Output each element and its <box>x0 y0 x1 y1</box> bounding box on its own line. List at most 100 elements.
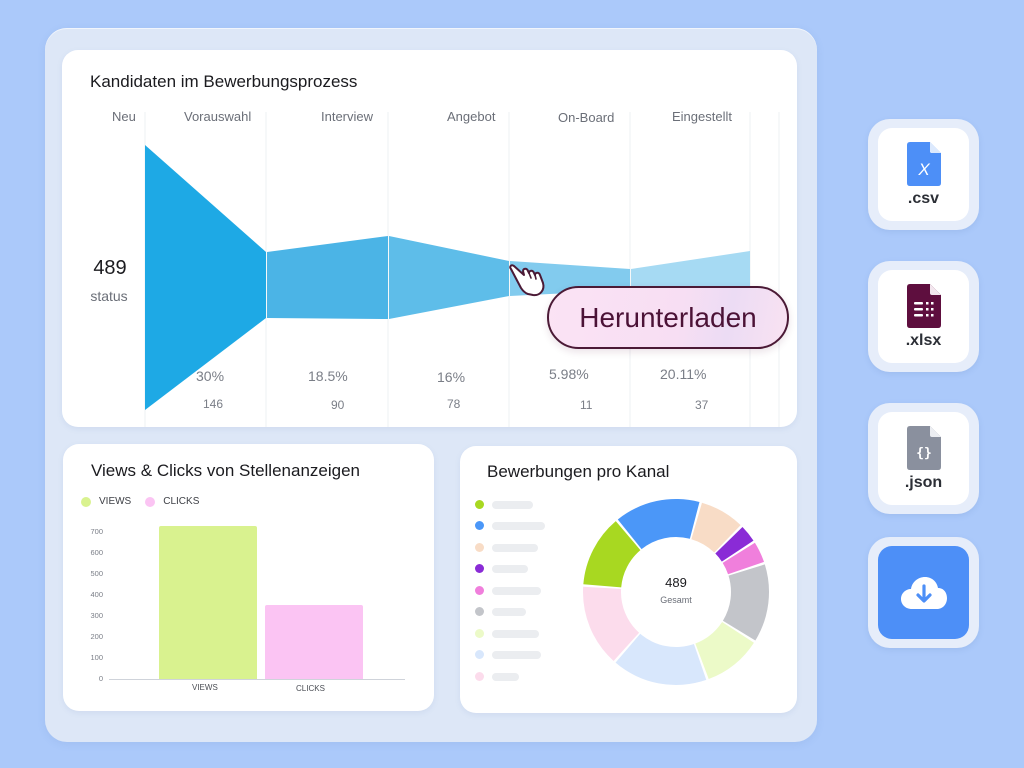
legend-dot-icon <box>475 500 484 509</box>
legend-dot-icon <box>475 521 484 530</box>
legend-dot-icon <box>475 650 484 659</box>
channels-title: Bewerbungen pro Kanal <box>487 462 670 481</box>
ytick: 500 <box>90 569 103 578</box>
channel-legend-item[interactable] <box>475 586 541 595</box>
legend-dot-icon <box>475 672 484 681</box>
clicks-dot-icon <box>145 496 156 507</box>
legend-dot-icon <box>475 564 484 573</box>
stage-percent-angebot: 16% <box>437 369 466 385</box>
channels-card: Bewerbungen pro Kanal 489 Gesamt <box>460 446 797 713</box>
legend-label-placeholder <box>492 500 533 509</box>
donut-chart <box>583 499 769 685</box>
ytick: 100 <box>90 653 103 662</box>
legend-label-placeholder <box>492 521 545 530</box>
stage-count-angebot: 78 <box>447 397 461 411</box>
ytick: 400 <box>90 590 103 599</box>
ytick: 200 <box>90 632 103 641</box>
donut-segment[interactable] <box>715 526 754 562</box>
channel-legend-item[interactable] <box>475 629 539 638</box>
stage-percent-interview: 18.5% <box>308 368 348 384</box>
views-dot-icon <box>81 496 91 507</box>
legend-views[interactable]: VIEWS <box>81 496 131 507</box>
legend-label-placeholder <box>492 629 539 638</box>
download-button[interactable]: Herunterladen <box>547 286 789 349</box>
cloud-download-icon <box>900 576 947 609</box>
stage-label-interview: Interview <box>321 109 374 124</box>
funnel-stage-onboard <box>631 251 750 290</box>
json-label: .json <box>904 473 943 491</box>
channel-legend-item[interactable] <box>475 521 545 530</box>
stage-label-angebot: Angebot <box>447 109 496 124</box>
funnel-stage-interview <box>389 236 509 319</box>
funnel-total-label: status <box>90 288 128 304</box>
svg-text:{}: {} <box>916 446 932 461</box>
ytick: 700 <box>90 527 103 536</box>
channel-legend-item[interactable] <box>475 607 526 616</box>
stage-percent-eingestellt: 20.11% <box>660 366 707 382</box>
xlsx-file-icon <box>906 283 941 328</box>
legend-clicks-label: CLICKS <box>163 496 200 507</box>
export-csv-button[interactable]: X .csv <box>868 119 979 230</box>
views-clicks-title: Views & Clicks von Stellenanzeigen <box>91 461 360 480</box>
xlsx-label: .xlsx <box>905 331 942 349</box>
donut-segment[interactable] <box>615 633 707 685</box>
donut-segment[interactable] <box>583 521 641 588</box>
stage-percent-onboard: 5.98% <box>549 366 589 382</box>
legend-dot-icon <box>475 543 484 552</box>
legend-label-placeholder <box>492 564 528 573</box>
stage-label-neu: Neu <box>112 109 136 124</box>
legend-clicks[interactable]: CLICKS <box>145 496 199 507</box>
ytick: 600 <box>90 548 103 557</box>
hand-pointer-icon <box>509 264 545 297</box>
legend-label-placeholder <box>492 607 526 616</box>
xtick-views: VIEWS <box>192 683 218 692</box>
export-json-button[interactable]: {} .json <box>868 403 979 514</box>
legend-dot-icon <box>475 629 484 638</box>
cloud-download-button[interactable] <box>868 537 979 648</box>
stage-count-onboard: 11 <box>580 398 593 412</box>
donut-total: 489 <box>665 575 687 590</box>
stage-count-eingestellt: 37 <box>695 398 709 412</box>
ytick: 0 <box>98 674 103 683</box>
stage-label-onboard: On-Board <box>558 110 615 125</box>
legend-label-placeholder <box>492 672 519 681</box>
funnel-title: Kandidaten im Bewerbungsprozess <box>90 72 358 91</box>
legend-dot-icon <box>475 607 484 616</box>
ytick: 300 <box>90 611 103 620</box>
channel-legend-item[interactable] <box>475 672 519 681</box>
stage-count-vorauswahl: 146 <box>203 397 224 411</box>
csv-file-icon: X <box>906 141 941 186</box>
channel-legend-item[interactable] <box>475 650 541 659</box>
legend-dot-icon <box>475 586 484 595</box>
stage-count-interview: 90 <box>331 398 345 412</box>
bar-views[interactable] <box>159 526 257 679</box>
stage-label-vorauswahl: Vorauswahl <box>184 109 252 124</box>
channel-legend-item[interactable] <box>475 543 538 552</box>
legend-label-placeholder <box>492 586 541 595</box>
svg-text:X: X <box>917 160 930 179</box>
bar-legend: VIEWS CLICKS <box>81 496 199 507</box>
funnel-stage-neu <box>145 145 266 410</box>
bar-clicks[interactable] <box>265 605 363 679</box>
json-file-icon: {} <box>906 425 941 470</box>
donut-segment[interactable] <box>695 622 754 680</box>
donut-segment[interactable] <box>691 502 741 553</box>
x-axis <box>109 679 405 680</box>
funnel-total: 489 <box>93 257 127 279</box>
xtick-clicks: CLICKS <box>296 684 325 693</box>
stage-percent-vorauswahl: 30% <box>196 368 225 384</box>
funnel-stage-vorauswahl <box>267 236 388 319</box>
channel-legend-item[interactable] <box>475 564 528 573</box>
donut-segment[interactable] <box>722 542 765 575</box>
donut-segment[interactable] <box>617 499 700 550</box>
legend-label-placeholder <box>492 650 541 659</box>
export-xlsx-button[interactable]: .xlsx <box>868 261 979 372</box>
csv-label: .csv <box>907 189 940 207</box>
channel-legend-item[interactable] <box>475 500 533 509</box>
donut-segment[interactable] <box>722 564 769 641</box>
legend-views-label: VIEWS <box>99 496 132 507</box>
views-clicks-card: Views & Clicks von Stellenanzeigen VIEWS… <box>63 444 434 711</box>
funnel-card: Kandidaten im Bewerbungsprozess 489 stat… <box>62 50 797 427</box>
donut-segment[interactable] <box>583 586 640 661</box>
stage-label-eingestellt: Eingestellt <box>672 109 732 124</box>
